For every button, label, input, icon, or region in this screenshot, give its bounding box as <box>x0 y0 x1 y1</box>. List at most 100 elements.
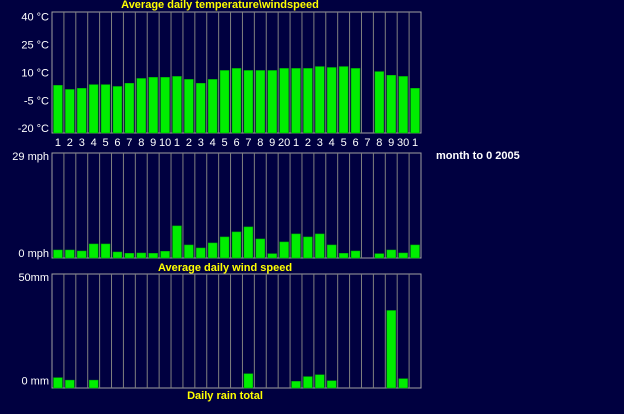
bar <box>386 310 396 389</box>
plot-frame <box>51 273 422 389</box>
bar <box>172 225 182 259</box>
x-tick-label: 4 <box>91 137 97 149</box>
chart-title: Average daily wind speed <box>158 262 292 274</box>
bar <box>184 79 194 134</box>
bar <box>207 79 218 134</box>
bar <box>77 88 87 134</box>
bar <box>410 88 420 134</box>
x-tick-label: 7 <box>364 137 370 149</box>
x-tick-label: 30 <box>397 137 409 149</box>
bar <box>303 68 313 134</box>
bar <box>124 83 135 134</box>
bar <box>65 379 75 389</box>
x-tick-label: 1 <box>412 137 418 149</box>
x-tick-label: 5 <box>341 137 347 149</box>
bar <box>350 250 361 259</box>
bar <box>53 249 63 259</box>
x-tick-label: 9 <box>150 137 156 149</box>
annotation: month to 0 2005 <box>436 150 520 162</box>
bar <box>350 68 361 134</box>
bar <box>338 253 349 259</box>
bar <box>148 77 158 134</box>
bar <box>148 253 158 259</box>
x-tick-label: 3 <box>198 137 204 149</box>
bar <box>88 379 99 389</box>
x-tick-label: 8 <box>376 137 382 149</box>
x-tick-label: 1 <box>293 137 299 149</box>
y-tick-label: 0 mph <box>18 248 49 260</box>
bar <box>112 86 123 134</box>
x-tick-label: 6 <box>114 137 120 149</box>
bar <box>267 253 277 259</box>
bar <box>410 244 420 259</box>
bar <box>386 249 396 259</box>
x-tick-label: 2 <box>67 137 73 149</box>
x-tick-label: 7 <box>126 137 132 149</box>
bar <box>315 374 325 389</box>
y-tick-label: 0 mm <box>22 376 50 388</box>
bar <box>327 380 337 389</box>
bar <box>53 85 63 134</box>
bar <box>291 233 301 259</box>
bar <box>291 381 301 389</box>
x-tick-label: 5 <box>103 137 109 149</box>
bar <box>77 250 87 259</box>
chart-title: Daily rain total <box>187 390 263 402</box>
bar <box>231 68 242 134</box>
bar <box>207 242 218 259</box>
bar <box>65 249 75 259</box>
bar <box>327 244 337 259</box>
bar <box>315 66 325 134</box>
bar <box>374 71 385 134</box>
bar <box>315 233 325 259</box>
x-tick-label: 10 <box>159 137 171 149</box>
bar <box>243 373 254 389</box>
bar <box>386 75 396 134</box>
y-tick-label: -20 °C <box>18 123 49 135</box>
x-tick-label: 2 <box>305 137 311 149</box>
bar <box>398 252 408 259</box>
y-tick-label: 10 °C <box>21 67 49 79</box>
x-tick-label: 4 <box>329 137 335 149</box>
x-tick-label: 1 <box>55 137 61 149</box>
bar <box>374 253 385 259</box>
bar <box>338 66 349 134</box>
bar <box>327 67 337 134</box>
bar <box>160 77 170 134</box>
bar <box>303 236 313 259</box>
x-tick-label: 4 <box>210 137 216 149</box>
y-tick-label: 29 mph <box>12 151 49 163</box>
bar <box>398 76 408 134</box>
bar <box>255 70 266 134</box>
x-tick-label: 6 <box>352 137 358 149</box>
y-tick-label: -5 °C <box>24 95 49 107</box>
bar <box>219 236 230 259</box>
bar <box>65 89 75 134</box>
bar <box>112 251 123 259</box>
x-tick-label: 7 <box>245 137 251 149</box>
bar <box>291 68 301 134</box>
x-tick-label: 8 <box>138 137 144 149</box>
bar <box>243 226 254 259</box>
bar <box>160 251 170 259</box>
x-tick-label: 20 <box>278 137 290 149</box>
x-tick-label: 5 <box>222 137 228 149</box>
bar <box>53 377 63 389</box>
bar <box>196 83 206 134</box>
bar <box>267 70 277 134</box>
bar <box>303 376 313 389</box>
bar <box>136 78 146 134</box>
bar <box>88 243 99 259</box>
y-tick-label: 25 °C <box>21 39 49 51</box>
x-tick-label: 9 <box>269 137 275 149</box>
x-tick-label: 8 <box>257 137 263 149</box>
bar <box>231 231 242 259</box>
bar <box>255 238 266 259</box>
bar <box>279 241 289 259</box>
bar <box>124 253 135 259</box>
x-tick-label: 3 <box>317 137 323 149</box>
bar <box>243 70 254 134</box>
bar <box>196 247 206 259</box>
bar <box>172 76 182 134</box>
